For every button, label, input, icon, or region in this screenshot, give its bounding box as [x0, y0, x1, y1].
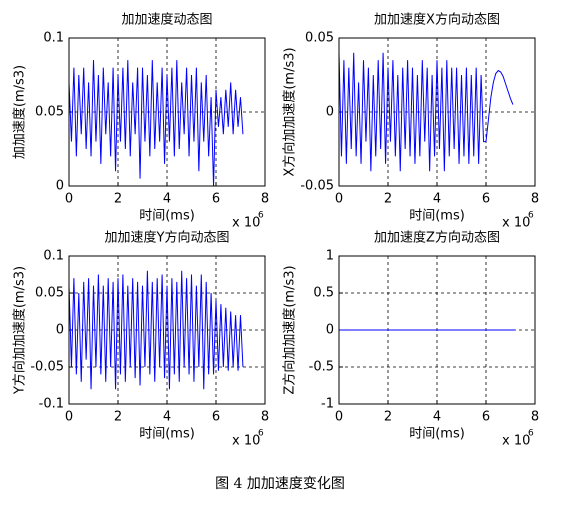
x-tick-label: 0 — [335, 410, 343, 425]
x-tick-label: 4 — [163, 410, 171, 425]
x-tick-label: 6 — [482, 410, 490, 425]
axes-box — [68, 37, 266, 187]
y-tick-label: -1 — [321, 397, 334, 412]
x-tick-label: 2 — [384, 410, 392, 425]
x-axis-label: 时间(ms) — [409, 427, 465, 442]
chart-title: 加加速度Z方向动态图 — [374, 230, 500, 246]
x-tick-label: 6 — [212, 192, 220, 207]
x-scale-exponent: 6 — [258, 211, 264, 221]
y-axis-label: X方向加加速度(m/s3) — [282, 47, 298, 176]
x-tick-label: 0 — [65, 410, 73, 425]
x-scale-label: x 10 — [232, 434, 260, 449]
y-tick-label: 0 — [326, 323, 334, 338]
x-scale-exponent: 6 — [528, 429, 534, 439]
y-axis-label: Y方向加加速度(m/s3) — [12, 266, 28, 395]
x-scale-exponent: 6 — [528, 211, 534, 221]
y-axis-label: Z方向加加速度(m/s3) — [282, 265, 298, 394]
x-tick-label: 8 — [261, 410, 269, 425]
y-tick-label: 0 — [56, 179, 64, 194]
data-line — [68, 270, 244, 390]
y-tick-label: 0 — [56, 323, 64, 338]
x-scale-exponent: 6 — [258, 429, 264, 439]
y-tick-label: -0.05 — [300, 179, 334, 194]
x-axis-label: 时间(ms) — [409, 209, 465, 224]
x-tick-label: 2 — [114, 192, 122, 207]
y-tick-label: 0 — [326, 105, 334, 120]
axes-box — [338, 37, 536, 187]
x-tick-label: 0 — [335, 192, 343, 207]
x-axis-label: 时间(ms) — [139, 427, 195, 442]
x-scale-label: x 10 — [502, 434, 530, 449]
y-tick-label: 0.1 — [43, 31, 64, 46]
y-tick-label: 0.05 — [35, 286, 64, 301]
y-tick-label: 0.05 — [305, 31, 334, 46]
axes-box — [68, 255, 266, 405]
x-tick-label: 2 — [114, 410, 122, 425]
y-axis-label: 加加速度(m/s3) — [12, 65, 28, 159]
x-tick-label: 4 — [433, 410, 441, 425]
x-scale-label: x 10 — [232, 216, 260, 231]
y-tick-label: 0.1 — [43, 249, 64, 264]
y-tick-label: 1 — [326, 249, 334, 264]
y-tick-label: -0.05 — [30, 360, 64, 375]
figure-caption: 图 4 加加速度变化图 — [215, 476, 345, 492]
chart-title: 加加速度动态图 — [121, 12, 212, 28]
x-tick-label: 8 — [531, 410, 539, 425]
chart-title: 加加速度Y方向动态图 — [105, 230, 230, 246]
x-tick-label: 0 — [65, 192, 73, 207]
x-tick-label: 4 — [433, 192, 441, 207]
x-tick-label: 4 — [163, 192, 171, 207]
axes-box — [338, 255, 536, 405]
chart-title: 加加速度X方向动态图 — [374, 12, 500, 28]
x-tick-label: 8 — [531, 192, 539, 207]
x-tick-label: 6 — [482, 192, 490, 207]
x-tick-label: 2 — [384, 192, 392, 207]
data-line — [338, 52, 514, 172]
x-tick-label: 6 — [212, 410, 220, 425]
x-tick-label: 8 — [261, 192, 269, 207]
y-tick-label: -0.1 — [39, 397, 64, 412]
y-tick-label: -0.5 — [309, 360, 334, 375]
y-tick-label: 0.05 — [35, 105, 64, 120]
x-scale-label: x 10 — [502, 216, 530, 231]
y-tick-label: 0.5 — [313, 286, 334, 301]
x-axis-label: 时间(ms) — [139, 209, 195, 224]
data-line — [68, 60, 244, 187]
